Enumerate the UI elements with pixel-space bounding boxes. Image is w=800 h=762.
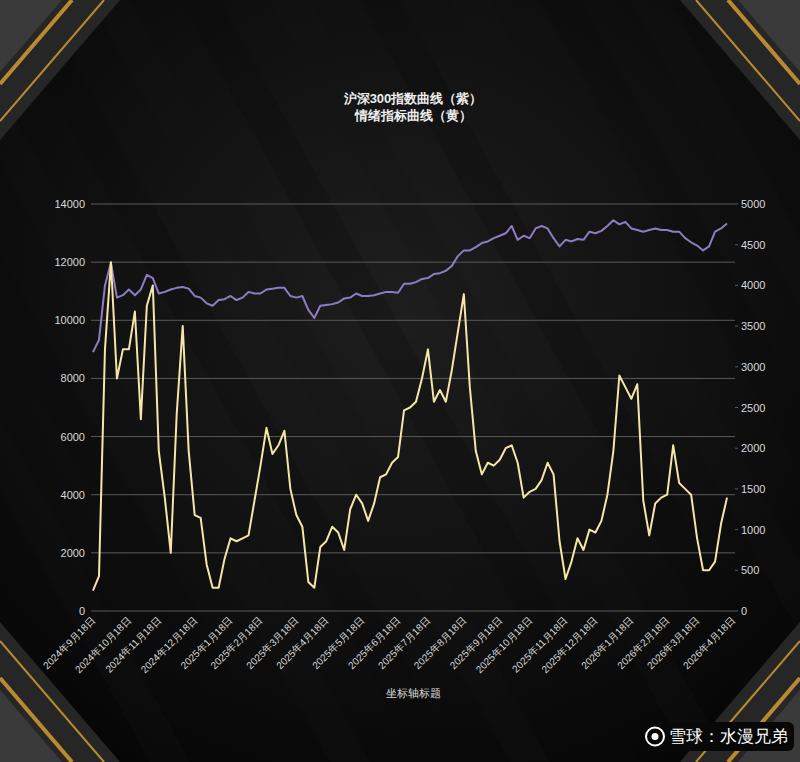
y2-tick-label: 3000 xyxy=(741,361,765,373)
y2-tick-label: 4000 xyxy=(741,279,765,291)
watermark-icon xyxy=(646,728,664,746)
y2-tick xyxy=(735,244,738,245)
y2-tick xyxy=(735,611,738,612)
corner-plate xyxy=(680,0,800,140)
y-tick-label: 6000 xyxy=(61,431,85,443)
y2-tick xyxy=(735,366,738,367)
watermark-patch xyxy=(641,722,794,751)
y-tick-label: 0 xyxy=(79,605,85,617)
y-tick-label: 10000 xyxy=(54,314,85,326)
corner-gold-line xyxy=(120,0,140,2)
series-line xyxy=(93,220,727,352)
y2-tick-label: 3500 xyxy=(741,320,765,332)
y2-tick-label: 0 xyxy=(741,605,747,617)
y2-tick xyxy=(735,570,738,571)
corner-decoration xyxy=(0,0,140,140)
x-tick-label: 2026年4月18日 xyxy=(681,615,738,672)
corner-gold-line xyxy=(728,0,800,84)
x-tick-label: 2025年9月18日 xyxy=(448,615,505,672)
y2-tick-label: 2000 xyxy=(741,442,765,454)
y2-tick xyxy=(735,285,738,286)
y2-tick xyxy=(735,326,738,327)
corner-gold-line xyxy=(0,0,104,121)
corner-gold-line xyxy=(0,0,72,84)
y2-tick xyxy=(735,204,738,205)
series-line xyxy=(93,262,727,591)
y2-tick-label: 2500 xyxy=(741,402,765,414)
y2-tick-label: 500 xyxy=(741,564,759,576)
x-tick-label: 2025年3月18日 xyxy=(244,615,301,672)
grid xyxy=(91,204,735,611)
grid-line xyxy=(91,320,735,321)
x-tick-label: 2025年1月18日 xyxy=(178,615,235,672)
corner-gold-line xyxy=(120,761,140,762)
corner-gold-line xyxy=(660,0,680,2)
y2-tick xyxy=(735,488,738,489)
subtitle: 情绪指标曲线（黄） xyxy=(354,108,472,123)
corner-plate xyxy=(0,0,120,140)
y-tick-label: 14000 xyxy=(54,198,85,210)
x-tick-label: 2026年2月18日 xyxy=(615,615,672,672)
y2-tick xyxy=(735,529,738,530)
y-tick-label: 8000 xyxy=(61,372,85,384)
corner-gold-line xyxy=(660,761,680,762)
y-tick-label: 12000 xyxy=(54,256,85,268)
grid-line xyxy=(91,204,735,205)
grid-line xyxy=(91,378,735,379)
y2-tick xyxy=(735,407,738,408)
title: 沪深300指数曲线（紫） xyxy=(343,91,483,106)
grid-line xyxy=(91,494,735,495)
stripe xyxy=(630,0,800,762)
corner-gold-line xyxy=(696,0,800,121)
grid-line xyxy=(91,262,735,263)
y2-tick-label: 1500 xyxy=(741,483,765,495)
stripe xyxy=(540,0,800,762)
watermark-icon xyxy=(652,733,659,740)
y2-tick-label: 4500 xyxy=(741,239,765,251)
chart: 沪深300指数曲线（紫） 情绪指标曲线（黄） 0 2000 4000 6000 8000 10… xyxy=(0,0,800,762)
y-tick-label: 4000 xyxy=(61,489,85,501)
grid-line xyxy=(91,552,735,553)
grid-line xyxy=(91,611,735,612)
x-tick-label: 2025年6月18日 xyxy=(346,615,403,672)
y2-tick xyxy=(735,448,738,449)
y-tick-label: 2000 xyxy=(61,547,85,559)
watermark-text: 雪球：水漫兄弟 xyxy=(669,727,788,746)
y2-tick-label: 1000 xyxy=(741,524,765,536)
x-axis-title: 坐标轴标题 xyxy=(386,687,441,699)
series-group xyxy=(93,220,727,590)
corner-gold-line xyxy=(0,678,72,762)
corner-decoration xyxy=(660,0,800,140)
background-stripes xyxy=(0,0,800,762)
corner-decoration xyxy=(660,622,800,762)
watermark: 雪球：水漫兄弟 xyxy=(641,722,794,751)
y2-tick-label: 5000 xyxy=(741,198,765,210)
